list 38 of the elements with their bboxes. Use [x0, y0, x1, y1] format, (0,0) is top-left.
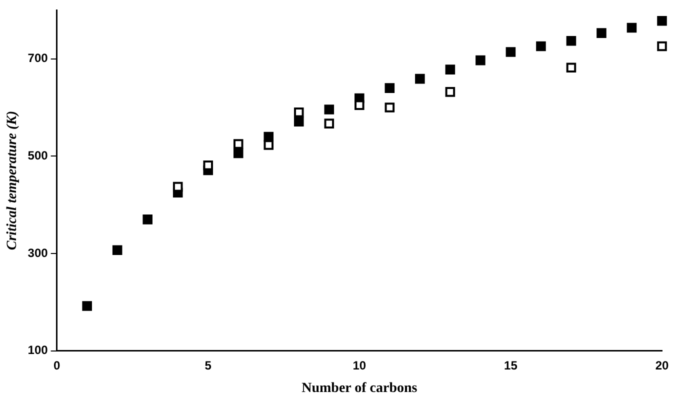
point	[657, 16, 667, 26]
point	[112, 245, 122, 255]
point	[415, 74, 425, 84]
point	[596, 28, 606, 38]
point	[657, 41, 667, 52]
point	[142, 214, 152, 224]
point	[233, 139, 244, 149]
point	[566, 36, 576, 46]
y-tick-label: 700	[28, 51, 48, 66]
point	[566, 62, 576, 73]
point	[384, 83, 395, 93]
x-tick-label: 5	[204, 358, 212, 372]
x-tick-label: 20	[655, 358, 669, 372]
y-tick-label: 500	[28, 148, 48, 162]
point	[294, 107, 304, 118]
x-tick-label: 0	[53, 358, 60, 372]
point	[536, 41, 546, 52]
point	[354, 100, 364, 110]
y-axis-title: Critical temperature (K)	[5, 110, 20, 250]
point	[506, 47, 516, 57]
point	[324, 104, 334, 114]
x-tick-label: 10	[352, 358, 366, 372]
point	[626, 22, 637, 33]
point	[445, 87, 456, 97]
y-tick-label: 300	[28, 246, 48, 260]
x-axis-title: Number of carbons	[302, 381, 418, 396]
point	[264, 140, 274, 150]
point	[384, 102, 395, 112]
point	[82, 301, 92, 311]
point	[172, 182, 183, 192]
point	[203, 160, 214, 170]
x-tick-label: 15	[504, 358, 518, 372]
point	[445, 64, 456, 74]
y-tick-label: 100	[28, 343, 48, 358]
point	[233, 148, 244, 158]
point	[294, 116, 304, 127]
point	[476, 55, 486, 66]
point	[324, 118, 334, 128]
